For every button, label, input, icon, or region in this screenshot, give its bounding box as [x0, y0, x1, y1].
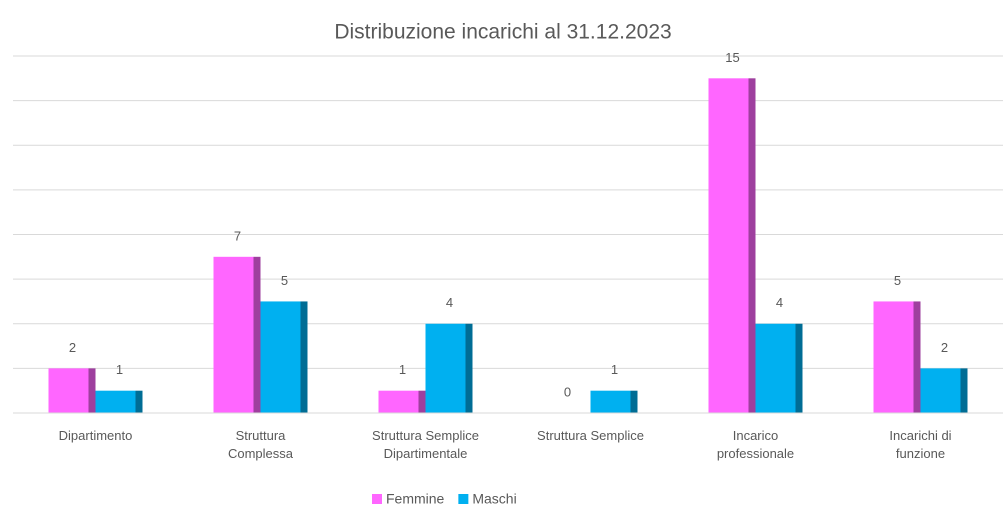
- data-label: 2: [69, 340, 76, 355]
- bar-front: [708, 78, 749, 413]
- data-label: 1: [116, 362, 123, 377]
- bar: [213, 256, 261, 413]
- x-tick-label: Struttura Complessa: [227, 428, 294, 461]
- data-label: 7: [234, 228, 241, 243]
- bar-side: [465, 323, 473, 413]
- bar: [755, 323, 803, 413]
- bar: [873, 301, 921, 413]
- bar-side: [88, 368, 96, 413]
- bar-side: [300, 301, 308, 413]
- legend-label: Maschi: [472, 491, 516, 507]
- data-label: 4: [776, 295, 783, 310]
- data-label: 5: [281, 273, 288, 288]
- x-tick-label: Struttura Semplice Dipartimentale: [372, 428, 479, 461]
- x-tick-label: Struttura Semplice: [537, 428, 644, 443]
- x-tick-label: Incarichi di funzione: [889, 428, 952, 461]
- bar-front: [378, 390, 419, 413]
- bar-side: [253, 256, 261, 413]
- bar-side: [135, 390, 143, 413]
- chart-title: Distribuzione incarichi al 31.12.2023: [334, 21, 671, 44]
- bar: [425, 323, 473, 413]
- bar-front: [95, 390, 136, 413]
- bar-front: [425, 323, 466, 413]
- x-tick-label: Incarico professionale: [716, 428, 795, 461]
- data-label: 4: [446, 295, 453, 310]
- legend-swatch: [372, 494, 382, 504]
- legend-swatch: [458, 494, 469, 504]
- bar: [95, 390, 143, 413]
- bar-front: [48, 368, 89, 413]
- data-label: 5: [894, 273, 901, 288]
- bar-front: [920, 368, 961, 413]
- data-label: 0: [564, 384, 571, 399]
- data-label: 15: [725, 50, 739, 65]
- bar-side: [795, 323, 803, 413]
- bar: [260, 301, 308, 413]
- data-label: 2: [941, 340, 948, 355]
- bar: [708, 78, 756, 413]
- bar-front: [755, 323, 796, 413]
- bar-side: [630, 390, 638, 413]
- bar: [378, 390, 426, 413]
- bar: [48, 368, 96, 413]
- bar-side: [748, 78, 756, 413]
- data-label: 1: [611, 362, 618, 377]
- bar-side: [913, 301, 921, 413]
- bar-front: [590, 390, 631, 413]
- bar-side: [418, 390, 426, 413]
- bar: [590, 390, 638, 413]
- bar-side: [960, 368, 968, 413]
- bar: [920, 368, 968, 413]
- bar-front: [873, 301, 914, 413]
- bar-front: [213, 256, 254, 413]
- bar-front: [260, 301, 301, 413]
- data-label: 1: [399, 362, 406, 377]
- legend-label: Femmine: [386, 491, 445, 507]
- x-tick-label: Dipartimento: [58, 428, 133, 443]
